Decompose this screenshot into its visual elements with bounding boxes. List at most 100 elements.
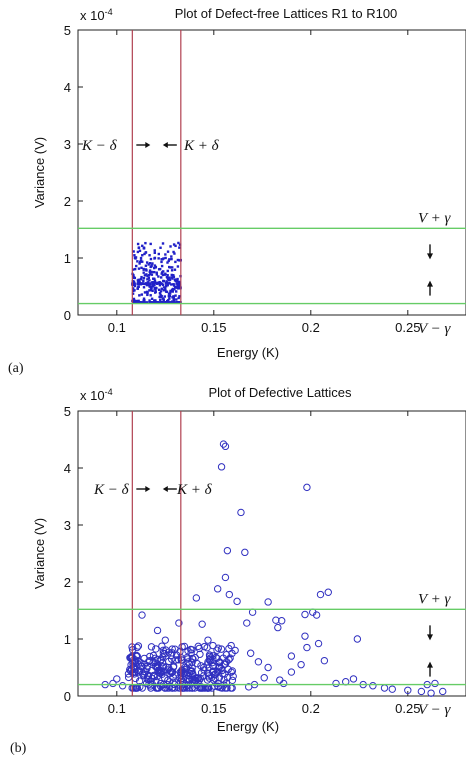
data-point <box>439 687 447 696</box>
data-point <box>137 278 140 282</box>
data-point <box>178 285 181 288</box>
data-point <box>164 288 167 291</box>
x-axis-label: Energy (K) <box>217 719 279 734</box>
data-point <box>148 269 152 272</box>
data-point <box>152 285 155 288</box>
data-point <box>135 264 138 268</box>
x-tick-label: 0.1 <box>108 701 126 716</box>
data-point <box>171 645 179 653</box>
annotation-v-plus: V + γ <box>418 210 452 226</box>
data-point <box>118 682 127 690</box>
data-point <box>178 259 181 262</box>
data-point <box>175 290 178 293</box>
data-point <box>157 257 160 260</box>
data-point <box>243 619 251 627</box>
data-point <box>159 298 162 302</box>
data-point <box>153 264 157 267</box>
data-point <box>168 258 171 261</box>
data-point <box>217 463 226 471</box>
data-point <box>160 272 163 275</box>
data-point <box>165 284 168 288</box>
data-point <box>163 295 167 298</box>
data-point <box>154 281 157 284</box>
data-point <box>324 588 332 596</box>
arrowhead <box>427 253 433 260</box>
data-point <box>176 279 179 283</box>
data-point <box>188 646 196 654</box>
data-point <box>195 644 203 653</box>
data-point <box>134 257 137 260</box>
data-point <box>171 290 174 293</box>
annotation-v-plus: V + γ <box>418 591 452 607</box>
data-point <box>312 611 321 619</box>
data-point <box>142 679 151 688</box>
data-point <box>164 253 167 256</box>
data-point <box>165 657 173 666</box>
data-point <box>150 270 153 274</box>
data-point <box>169 266 172 269</box>
data-point <box>219 654 227 662</box>
data-point <box>178 246 181 249</box>
data-point <box>148 279 151 282</box>
annotation-k-minus: K − δ <box>81 138 118 154</box>
data-point <box>132 297 136 301</box>
data-point <box>147 263 150 266</box>
data-point <box>168 297 171 300</box>
data-point <box>153 251 156 255</box>
data-point <box>214 679 222 687</box>
data-point <box>157 667 166 676</box>
y-axis-label: Variance (V) <box>32 137 47 208</box>
data-point <box>149 257 153 261</box>
data-point <box>153 266 156 270</box>
data-point <box>131 292 135 295</box>
data-point <box>161 636 170 644</box>
data-point <box>164 290 168 293</box>
data-point <box>167 294 171 298</box>
data-point <box>349 675 358 683</box>
data-point <box>193 659 201 668</box>
data-point <box>211 670 220 678</box>
x-tick-label: 0.1 <box>108 320 126 335</box>
data-point <box>143 274 147 277</box>
data-point <box>147 274 151 277</box>
data-point <box>142 279 145 283</box>
data-point <box>151 289 154 293</box>
data-point <box>264 598 272 606</box>
data-point <box>178 295 181 298</box>
data-point <box>159 649 168 657</box>
data-point <box>140 275 143 279</box>
data-point <box>153 279 157 282</box>
data-point <box>155 282 159 285</box>
data-point <box>160 258 163 261</box>
data-point <box>113 675 121 683</box>
data-point <box>144 282 148 285</box>
data-point <box>109 679 117 688</box>
annotation-k-plus: K + δ <box>183 138 220 154</box>
data-point <box>237 508 245 517</box>
data-point <box>152 277 155 280</box>
data-point <box>149 651 158 660</box>
data-point <box>388 685 396 693</box>
data-point <box>301 632 309 640</box>
y-tick-label: 1 <box>64 632 71 647</box>
data-point <box>178 243 182 246</box>
data-point <box>287 652 296 660</box>
x-tick-label: 0.15 <box>201 701 226 716</box>
data-point <box>196 674 205 683</box>
data-point <box>174 244 177 248</box>
data-point <box>174 285 177 289</box>
data-point <box>151 281 154 284</box>
data-point <box>170 257 173 261</box>
data-point <box>162 286 166 289</box>
data-point <box>157 288 161 292</box>
data-point <box>254 658 263 666</box>
data-point <box>172 299 175 303</box>
data-point <box>172 275 176 279</box>
data-point <box>161 282 164 286</box>
data-point <box>213 585 222 593</box>
data-point <box>219 440 228 448</box>
data-point <box>160 264 164 268</box>
data-point <box>297 660 305 669</box>
data-point <box>142 268 145 271</box>
data-point <box>145 273 148 276</box>
